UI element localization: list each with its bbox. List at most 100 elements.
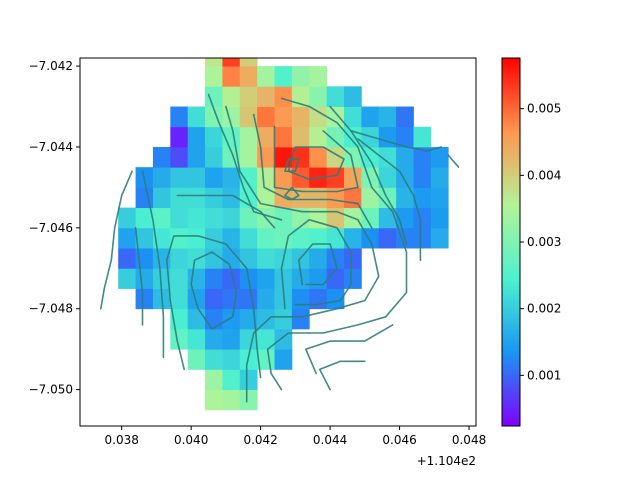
- heatmap-cell: [361, 106, 380, 128]
- heatmap-cell: [274, 349, 293, 370]
- heatmap-cell: [135, 227, 154, 249]
- heatmap-cell: [257, 187, 275, 209]
- heatmap-cell: [118, 207, 136, 229]
- heatmap-cell: [222, 167, 241, 188]
- heatmap-cell: [170, 288, 189, 310]
- heatmap-cell: [326, 106, 345, 128]
- heatmap-cell: [118, 227, 136, 249]
- heatmap-cell: [344, 106, 362, 128]
- heatmap-cell: [257, 106, 275, 128]
- heatmap-cell: [239, 58, 258, 67]
- colorbar-gradient: [501, 57, 521, 427]
- heatmap-cell: [257, 328, 275, 350]
- heatmap-cell: [257, 288, 275, 310]
- colorbar-tick-label: 0.002: [527, 302, 561, 316]
- contour-line: [350, 130, 443, 152]
- heatmap-cell: [413, 126, 432, 148]
- heatmap-cell: [291, 167, 310, 188]
- heatmap-cell: [222, 349, 241, 370]
- heatmap-cell: [170, 106, 189, 128]
- heatmap-cell: [413, 146, 432, 168]
- heatmap-cell: [187, 268, 206, 289]
- heatmap-cell: [239, 288, 258, 310]
- x-tick-label: 0.038: [105, 433, 139, 447]
- heatmap-cell: [205, 167, 223, 188]
- heatmap-cell: [239, 248, 258, 269]
- heatmap-cell: [135, 187, 154, 209]
- heatmap-cell: [239, 369, 258, 390]
- heatmap-cell: [239, 167, 258, 188]
- heatmap-cell: [291, 86, 310, 107]
- heatmap-cell: [222, 308, 241, 330]
- contour-line: [305, 324, 394, 375]
- heatmap-cell: [257, 227, 275, 249]
- heatmap-cell: [205, 146, 223, 168]
- heatmap-cell: [344, 248, 362, 269]
- heatmap-cell: [239, 227, 258, 249]
- heatmap-cell: [222, 66, 241, 87]
- heatmap-cell: [170, 248, 189, 269]
- heatmap-cell: [309, 207, 328, 229]
- heatmap-cell: [222, 207, 241, 229]
- x-axis-offset-label: +1.104e2: [417, 454, 476, 468]
- heatmap-cell: [205, 369, 223, 390]
- heatmap-cell: [187, 288, 206, 310]
- heatmap-cell: [187, 126, 206, 148]
- heatmap-cell: [239, 207, 258, 229]
- heatmap-cell: [430, 207, 449, 229]
- contour-line: [284, 158, 300, 172]
- contour-line: [207, 93, 283, 221]
- heatmap-cell: [396, 106, 414, 128]
- heatmap-cell: [222, 187, 241, 209]
- y-tick-label: −7.048: [29, 302, 73, 316]
- heatmap-cell: [430, 146, 449, 168]
- heatmap-cell: [222, 86, 241, 107]
- heatmap-cell: [274, 308, 293, 330]
- heatmap-cell: [222, 58, 241, 67]
- heatmap-cell: [291, 308, 310, 330]
- heatmap-cell: [222, 389, 241, 411]
- y-tick-label: −7.046: [29, 221, 73, 235]
- heatmap-cell: [135, 288, 154, 310]
- heatmap-cell: [187, 106, 206, 128]
- heatmap-cell: [239, 126, 258, 148]
- heatmap-cell: [413, 207, 432, 229]
- heatmap-cell: [309, 248, 328, 269]
- heatmap-cell: [361, 207, 380, 229]
- heatmap-cell: [239, 389, 258, 411]
- heatmap-cell: [274, 268, 293, 289]
- heatmap-cell: [205, 207, 223, 229]
- colorbar-tick-label: 0.004: [527, 168, 561, 182]
- heatmap-cell: [378, 146, 397, 168]
- heatmap-cell: [309, 146, 328, 168]
- contour-line: [329, 105, 408, 245]
- heatmap-cell: [326, 268, 345, 289]
- heatmap-cell: [274, 227, 293, 249]
- heatmap-cell: [170, 146, 189, 168]
- heatmap-cell: [309, 86, 328, 107]
- heatmap-cell: [205, 86, 223, 107]
- heatmap-cell: [222, 369, 241, 390]
- contour-line: [266, 97, 408, 391]
- heatmap-cell: [187, 349, 206, 370]
- heatmap-cell: [257, 308, 275, 330]
- contour-line: [134, 227, 144, 326]
- heatmap-cell: [152, 207, 171, 229]
- heatmap-cell: [274, 167, 293, 188]
- heatmap-cell: [118, 268, 136, 289]
- plot-frame: [79, 57, 477, 427]
- contour-lines: [100, 93, 460, 403]
- x-tick-label: 0.042: [243, 433, 277, 447]
- contour-line: [190, 251, 238, 330]
- heatmap-cell: [187, 248, 206, 269]
- contour-line: [176, 194, 276, 229]
- heatmap-cells: [118, 58, 449, 411]
- heatmap-cell: [187, 328, 206, 350]
- heatmap-cell: [361, 187, 380, 209]
- heatmap-cell: [326, 248, 345, 269]
- heatmap-cell: [205, 389, 223, 411]
- heatmap-cell: [222, 288, 241, 310]
- heatmap-cell: [326, 288, 345, 310]
- contour-line: [166, 235, 262, 379]
- heatmap-cell: [378, 207, 397, 229]
